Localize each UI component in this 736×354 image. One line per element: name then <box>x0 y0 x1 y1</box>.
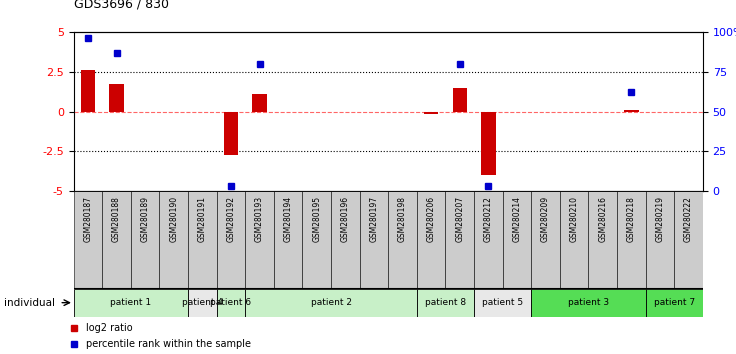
Bar <box>331 191 360 289</box>
Bar <box>245 289 417 317</box>
Text: GSM280209: GSM280209 <box>541 196 550 242</box>
Bar <box>245 191 274 289</box>
Bar <box>224 112 238 154</box>
Text: GDS3696 / 830: GDS3696 / 830 <box>74 0 169 11</box>
Bar <box>252 94 266 112</box>
Bar <box>645 289 703 317</box>
Text: patient 1: patient 1 <box>110 298 152 307</box>
Text: GSM280219: GSM280219 <box>656 196 665 242</box>
Bar <box>216 289 245 317</box>
Bar <box>624 110 639 112</box>
Text: patient 8: patient 8 <box>425 298 466 307</box>
Bar <box>617 191 645 289</box>
Text: percentile rank within the sample: percentile rank within the sample <box>86 339 251 349</box>
Bar <box>216 191 245 289</box>
Bar <box>188 191 216 289</box>
Bar <box>503 191 531 289</box>
Text: GSM280212: GSM280212 <box>484 196 493 242</box>
Text: patient 6: patient 6 <box>210 298 252 307</box>
Bar <box>445 191 474 289</box>
Text: log2 ratio: log2 ratio <box>86 323 132 333</box>
Bar <box>481 112 495 175</box>
Text: GSM280188: GSM280188 <box>112 196 121 242</box>
Bar <box>474 191 503 289</box>
Bar <box>531 191 560 289</box>
Text: GSM280218: GSM280218 <box>627 196 636 242</box>
Bar <box>302 191 331 289</box>
Text: GSM280196: GSM280196 <box>341 196 350 242</box>
Text: patient 7: patient 7 <box>654 298 695 307</box>
Text: GSM280210: GSM280210 <box>570 196 578 242</box>
Bar <box>74 191 102 289</box>
Text: patient 3: patient 3 <box>568 298 609 307</box>
Text: GSM280195: GSM280195 <box>312 196 321 242</box>
Bar <box>674 191 703 289</box>
Bar <box>453 88 467 112</box>
Text: GSM280207: GSM280207 <box>456 196 464 242</box>
Text: GSM280214: GSM280214 <box>512 196 522 242</box>
Text: patient 2: patient 2 <box>311 298 352 307</box>
Bar <box>110 84 124 112</box>
Bar <box>360 191 389 289</box>
Text: patient 5: patient 5 <box>482 298 523 307</box>
Bar <box>188 289 216 317</box>
Bar <box>274 191 302 289</box>
Bar <box>645 191 674 289</box>
Text: individual: individual <box>4 298 54 308</box>
Bar <box>131 191 160 289</box>
Bar <box>531 289 645 317</box>
Bar <box>417 289 474 317</box>
Text: GSM280189: GSM280189 <box>141 196 149 242</box>
Text: patient 4: patient 4 <box>182 298 223 307</box>
Bar <box>417 191 445 289</box>
Bar <box>474 289 531 317</box>
Text: GSM280222: GSM280222 <box>684 196 693 242</box>
Bar <box>560 191 589 289</box>
Bar <box>589 191 617 289</box>
Bar <box>389 191 417 289</box>
Bar <box>424 112 439 114</box>
Text: GSM280194: GSM280194 <box>283 196 293 242</box>
Bar <box>81 70 95 112</box>
Text: GSM280192: GSM280192 <box>227 196 236 242</box>
Bar <box>74 289 188 317</box>
Text: GSM280198: GSM280198 <box>398 196 407 242</box>
Text: GSM280197: GSM280197 <box>369 196 378 242</box>
Bar <box>160 191 188 289</box>
Text: GSM280187: GSM280187 <box>83 196 93 242</box>
Text: GSM280191: GSM280191 <box>198 196 207 242</box>
Text: GSM280216: GSM280216 <box>598 196 607 242</box>
Text: GSM280190: GSM280190 <box>169 196 178 242</box>
Text: GSM280193: GSM280193 <box>255 196 264 242</box>
Text: GSM280206: GSM280206 <box>427 196 436 242</box>
Bar <box>102 191 131 289</box>
